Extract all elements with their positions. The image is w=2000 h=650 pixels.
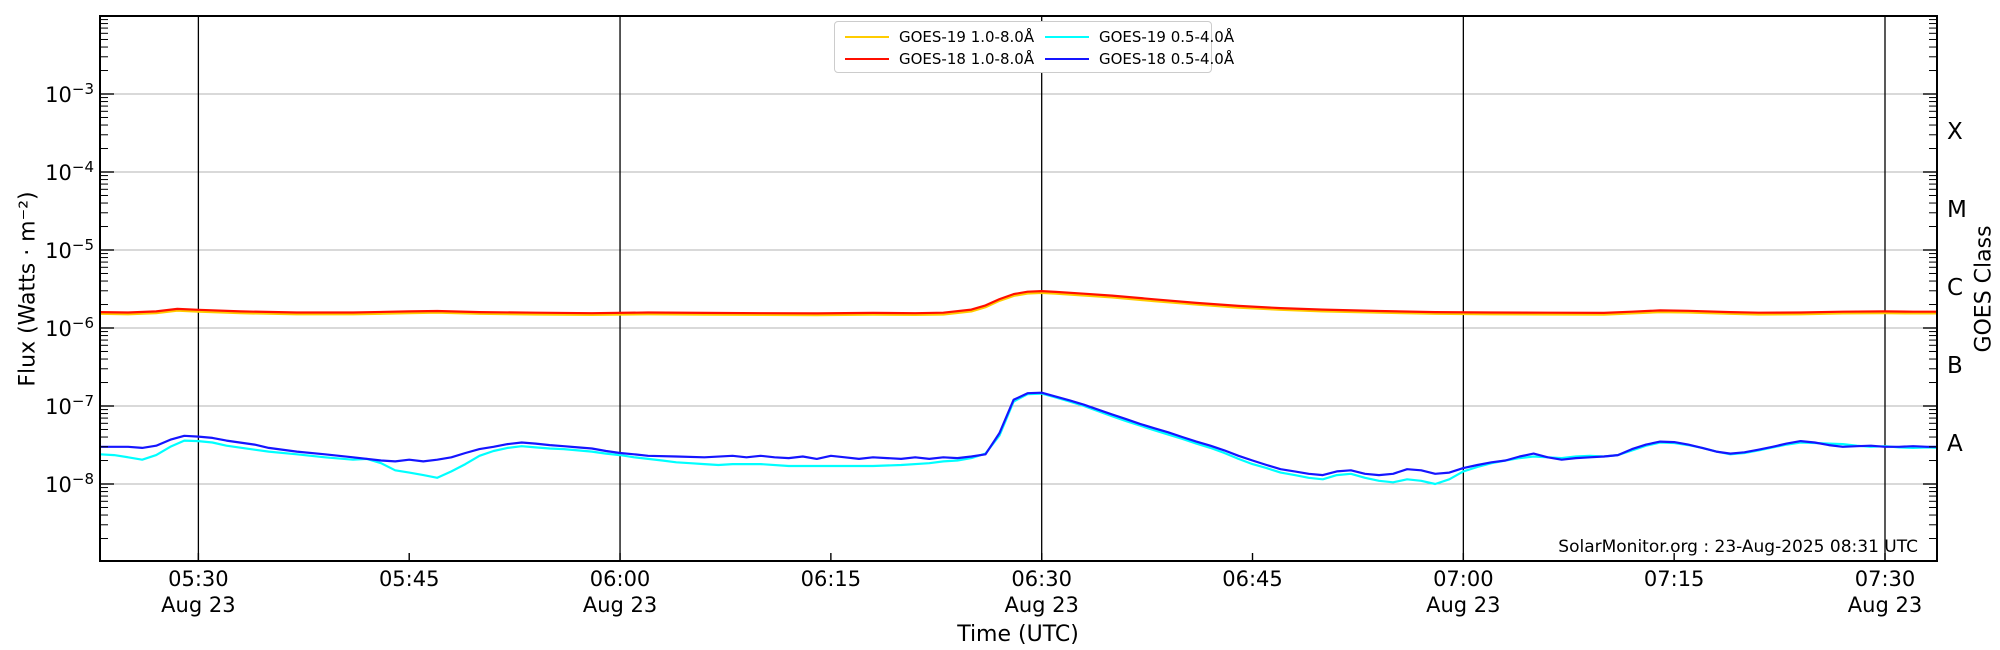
plot-frame (99, 15, 1938, 562)
yellow-line-swatch (845, 36, 889, 38)
y-tick-label: 10−3 (45, 80, 94, 107)
x-tick-label: 06:15 (800, 567, 862, 591)
x-tick-label: 06:30 (1011, 567, 1072, 591)
legend-item: GOES-19 0.5-4.0Å (1045, 26, 1234, 48)
x-axis-title: Time (UTC) (957, 622, 1079, 647)
legend-item: GOES-19 1.0-8.0Å (845, 26, 1045, 48)
x-tick-label: 06:00 (589, 567, 651, 591)
y-tick-label: 10−6 (45, 314, 94, 341)
series-line (100, 291, 1937, 317)
goes-class-label: C (1947, 275, 1964, 301)
y-axis-title: Flux (Watts · m⁻²) (15, 191, 41, 387)
legend-label: GOES-18 0.5-4.0Å (1099, 50, 1235, 68)
y-tick-label: 10−8 (45, 470, 94, 497)
y-tick-label: 10−4 (45, 158, 94, 185)
cyan-line-swatch (1045, 36, 1089, 38)
goes-class-label: B (1947, 353, 1963, 379)
watermark-credit: SolarMonitor.org : 23-Aug-2025 08:31 UTC (1558, 537, 1918, 557)
goes-class-label: A (1947, 431, 1963, 457)
x-tick-date-label: Aug 23 (1426, 593, 1501, 617)
series-line (100, 290, 1937, 315)
x-tick-label: 05:45 (378, 567, 440, 591)
x-tick-label: 07:30 (1854, 567, 1916, 591)
legend-label: GOES-18 1.0-8.0Å (899, 50, 1035, 68)
x-tick-label: 07:00 (1433, 567, 1494, 591)
x-tick-label: 07:15 (1643, 567, 1705, 591)
x-tick-label: 05:30 (168, 567, 229, 591)
goes-class-label: X (1947, 119, 1963, 145)
x-tick-date-label: Aug 23 (582, 593, 658, 617)
legend: GOES-19 1.0-8.0Å GOES-19 0.5-4.0Å GOES-1… (834, 21, 1234, 73)
blue-line-swatch (1045, 58, 1089, 60)
x-tick-date-label: Aug 23 (161, 593, 236, 617)
red-line-swatch (845, 58, 889, 60)
goes-class-label: M (1947, 197, 1967, 223)
legend-item: GOES-18 1.0-8.0Å (845, 48, 1045, 70)
y-tick-label: 10−7 (45, 392, 94, 419)
series-line (100, 391, 1937, 477)
x-tick-label: 06:45 (1222, 567, 1283, 591)
legend-label: GOES-19 1.0-8.0Å (899, 28, 1035, 46)
x-tick-date-label: Aug 23 (1004, 593, 1079, 617)
x-tick-date-label: Aug 23 (1847, 593, 1923, 617)
legend-label: GOES-19 0.5-4.0Å (1099, 28, 1235, 46)
right-axis-title: GOES Class (1971, 225, 1997, 353)
legend-item: GOES-18 0.5-4.0Å (1045, 48, 1234, 70)
y-tick-label: 10−5 (45, 236, 94, 263)
series-line (100, 392, 1937, 486)
